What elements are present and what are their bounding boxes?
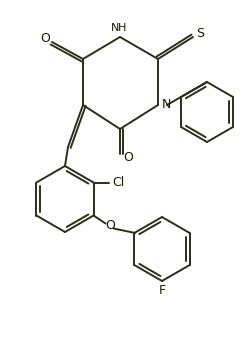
Text: O: O xyxy=(40,31,50,45)
Text: O: O xyxy=(106,219,116,232)
Text: O: O xyxy=(123,151,133,164)
Text: F: F xyxy=(158,283,166,297)
Text: N: N xyxy=(111,23,119,33)
Text: Cl: Cl xyxy=(112,176,125,189)
Text: N: N xyxy=(161,97,171,111)
Text: H: H xyxy=(118,23,126,33)
Text: S: S xyxy=(196,26,204,40)
